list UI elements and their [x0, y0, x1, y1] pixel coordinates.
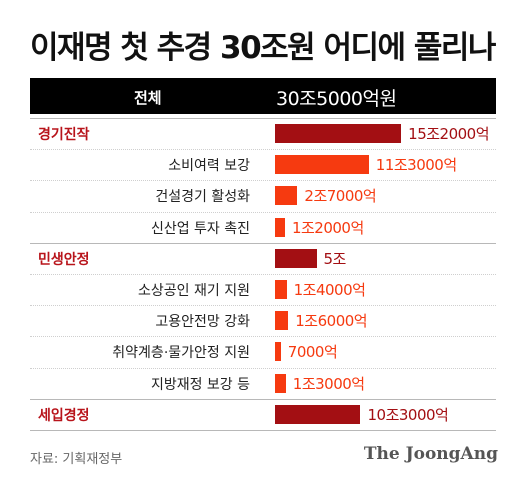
bar-mark	[275, 373, 286, 393]
value-label: 5조	[323, 249, 347, 268]
subcategory-label: 소비여력 보강	[168, 158, 250, 175]
bar-mark	[275, 280, 287, 299]
row-divider	[30, 180, 496, 182]
row-divider	[30, 211, 496, 213]
bar-mark	[275, 186, 298, 206]
total-value: 30조5000억원	[276, 88, 397, 110]
category-label: 민생안정	[38, 251, 90, 268]
subcategory-label: 소상공인 재기 지원	[138, 283, 250, 299]
value-label: 11조3000억	[375, 156, 457, 175]
subcategory-label: 취약계층·물가안정 지원	[112, 345, 250, 362]
category-label: 경기진작	[38, 127, 90, 143]
row-divider	[30, 398, 496, 400]
chart-title: 이재명 첫 추경 30조원 어디에 풀리나	[30, 30, 496, 66]
row-divider	[30, 367, 496, 369]
source-note: 자료: 기획재정부	[30, 452, 123, 467]
bar-mark	[275, 217, 285, 237]
subcategory-label: 고용안전망 강화	[155, 314, 250, 331]
value-label: 1조6000억	[295, 312, 368, 331]
row-divider	[30, 336, 496, 338]
value-label: 10조3000억	[367, 405, 449, 424]
bar-mark	[275, 311, 289, 331]
total-label: 전체	[134, 89, 162, 107]
value-label: 2조7000억	[304, 187, 377, 206]
subcategory-label: 지방재정 보강 등	[150, 376, 250, 393]
value-label: 15조2000억	[408, 125, 490, 143]
bar-mark	[275, 155, 369, 175]
total-header-bar	[30, 78, 496, 114]
value-label: 1조4000억	[293, 281, 366, 299]
subcategory-label: 신산업 투자 촉진	[150, 220, 250, 237]
bar-mark	[275, 404, 361, 424]
row-divider	[30, 242, 496, 244]
value-label: 1조2000억	[291, 218, 364, 237]
row-divider	[30, 118, 496, 119]
row-divider	[30, 305, 496, 307]
bar-mark	[275, 124, 402, 143]
bar-mark	[275, 342, 281, 362]
row-divider	[30, 430, 496, 431]
category-label: 세입경정	[38, 407, 90, 424]
brand-logo: The JoongAng	[363, 444, 498, 464]
row-divider	[30, 149, 496, 151]
value-label: 7000억	[287, 343, 338, 362]
bar-mark	[275, 248, 317, 268]
row-divider	[30, 274, 496, 275]
subcategory-label: 건설경기 활성화	[155, 189, 250, 206]
value-label: 1조3000억	[292, 374, 365, 393]
